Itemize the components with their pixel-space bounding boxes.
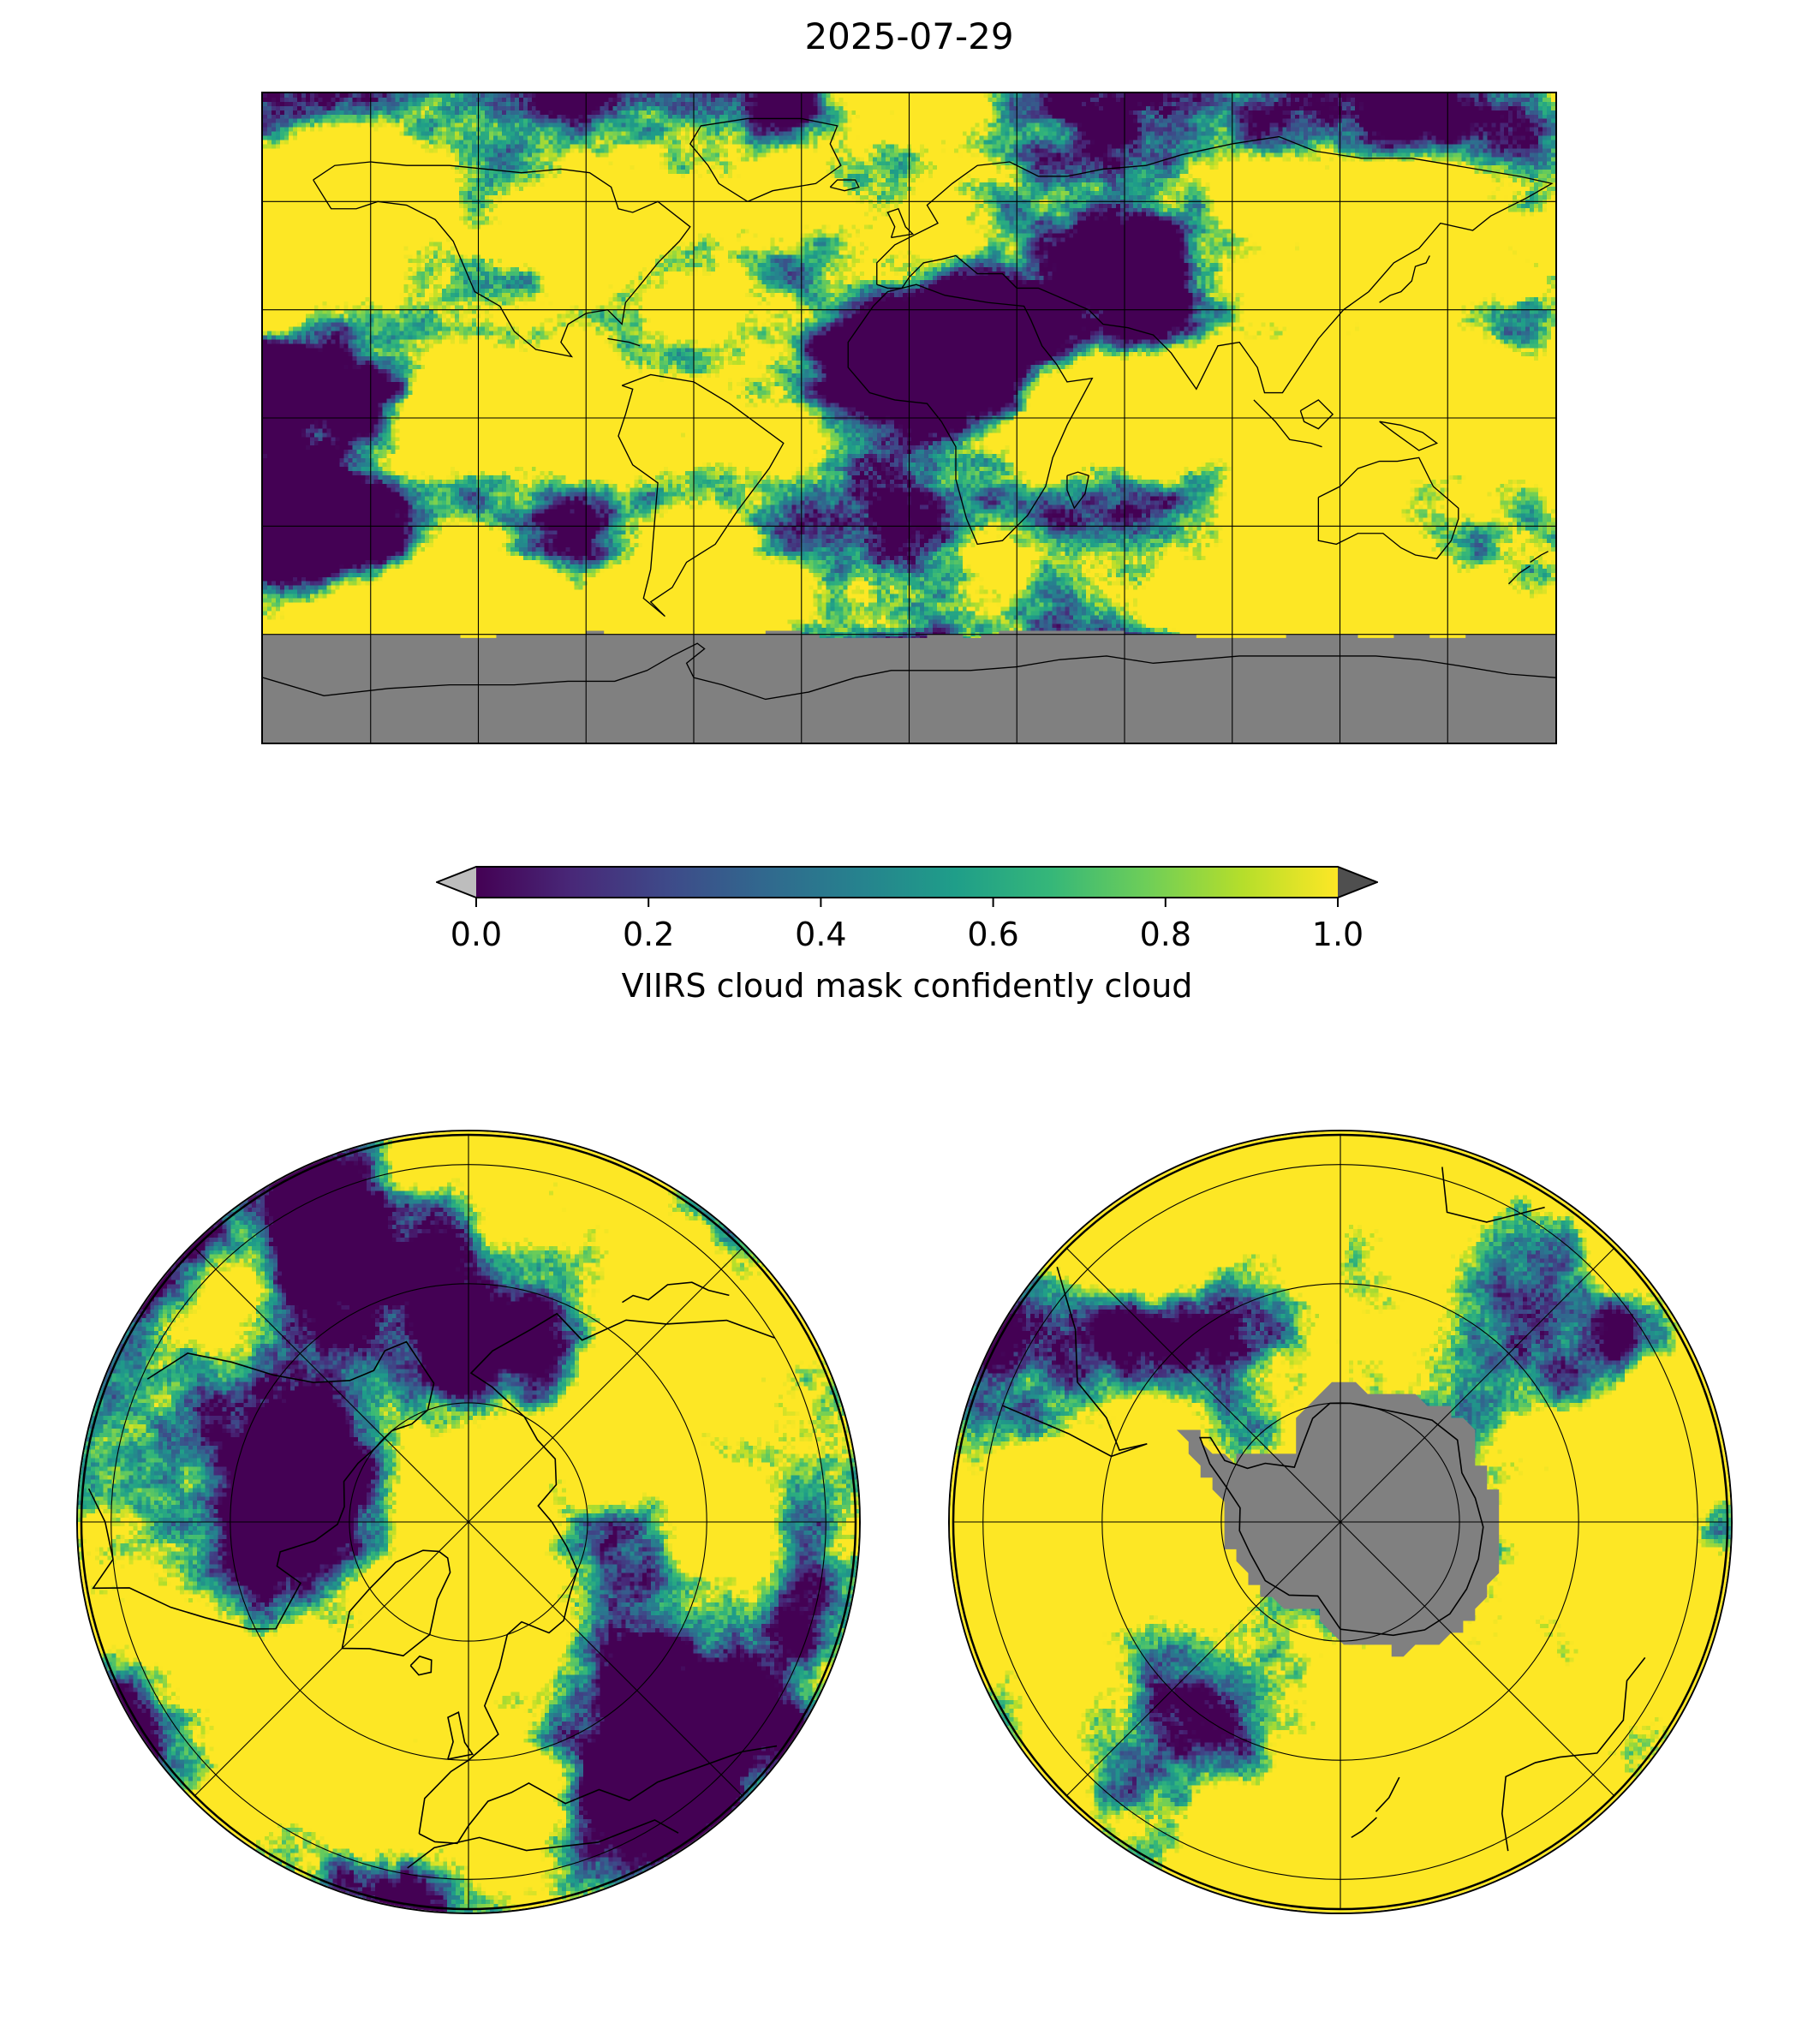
world-map-panel xyxy=(261,92,1557,744)
north-polar-gridlines xyxy=(80,1133,857,1911)
colorbar-over-arrow xyxy=(1338,867,1377,898)
colorbar-under-arrow xyxy=(437,867,476,898)
south-polar-coastlines xyxy=(1002,1167,1646,1852)
colorbar-bar xyxy=(436,866,1378,907)
south-polar-overlay xyxy=(952,1133,1729,1911)
colorbar: 0.0 0.2 0.4 0.6 0.8 1.0 VIIRS cloud mask conf… xyxy=(436,866,1378,1029)
colorbar-tick-label: 1.0 xyxy=(1311,916,1364,953)
south-polar-panel xyxy=(948,1130,1733,1914)
colorbar-tick-label: 0.6 xyxy=(967,916,1019,953)
world-coastlines xyxy=(263,117,1555,701)
figure-title: 2025-07-29 xyxy=(804,15,1014,57)
colorbar-tick-label: 0.0 xyxy=(450,916,503,953)
north-polar-coastlines xyxy=(87,1281,778,1869)
world-gridlines xyxy=(263,93,1555,743)
world-map-overlay xyxy=(263,93,1555,743)
south-polar-gridlines xyxy=(952,1133,1729,1911)
colorbar-label: VIIRS cloud mask confidently cloud xyxy=(621,967,1193,1005)
colorbar-tick-label: 0.8 xyxy=(1139,916,1192,953)
north-polar-overlay xyxy=(80,1133,857,1911)
colorbar-tick-label: 0.4 xyxy=(795,916,847,953)
colorbar-tick-label: 0.2 xyxy=(622,916,675,953)
colorbar-gradient xyxy=(476,867,1338,898)
north-polar-panel xyxy=(76,1130,861,1914)
